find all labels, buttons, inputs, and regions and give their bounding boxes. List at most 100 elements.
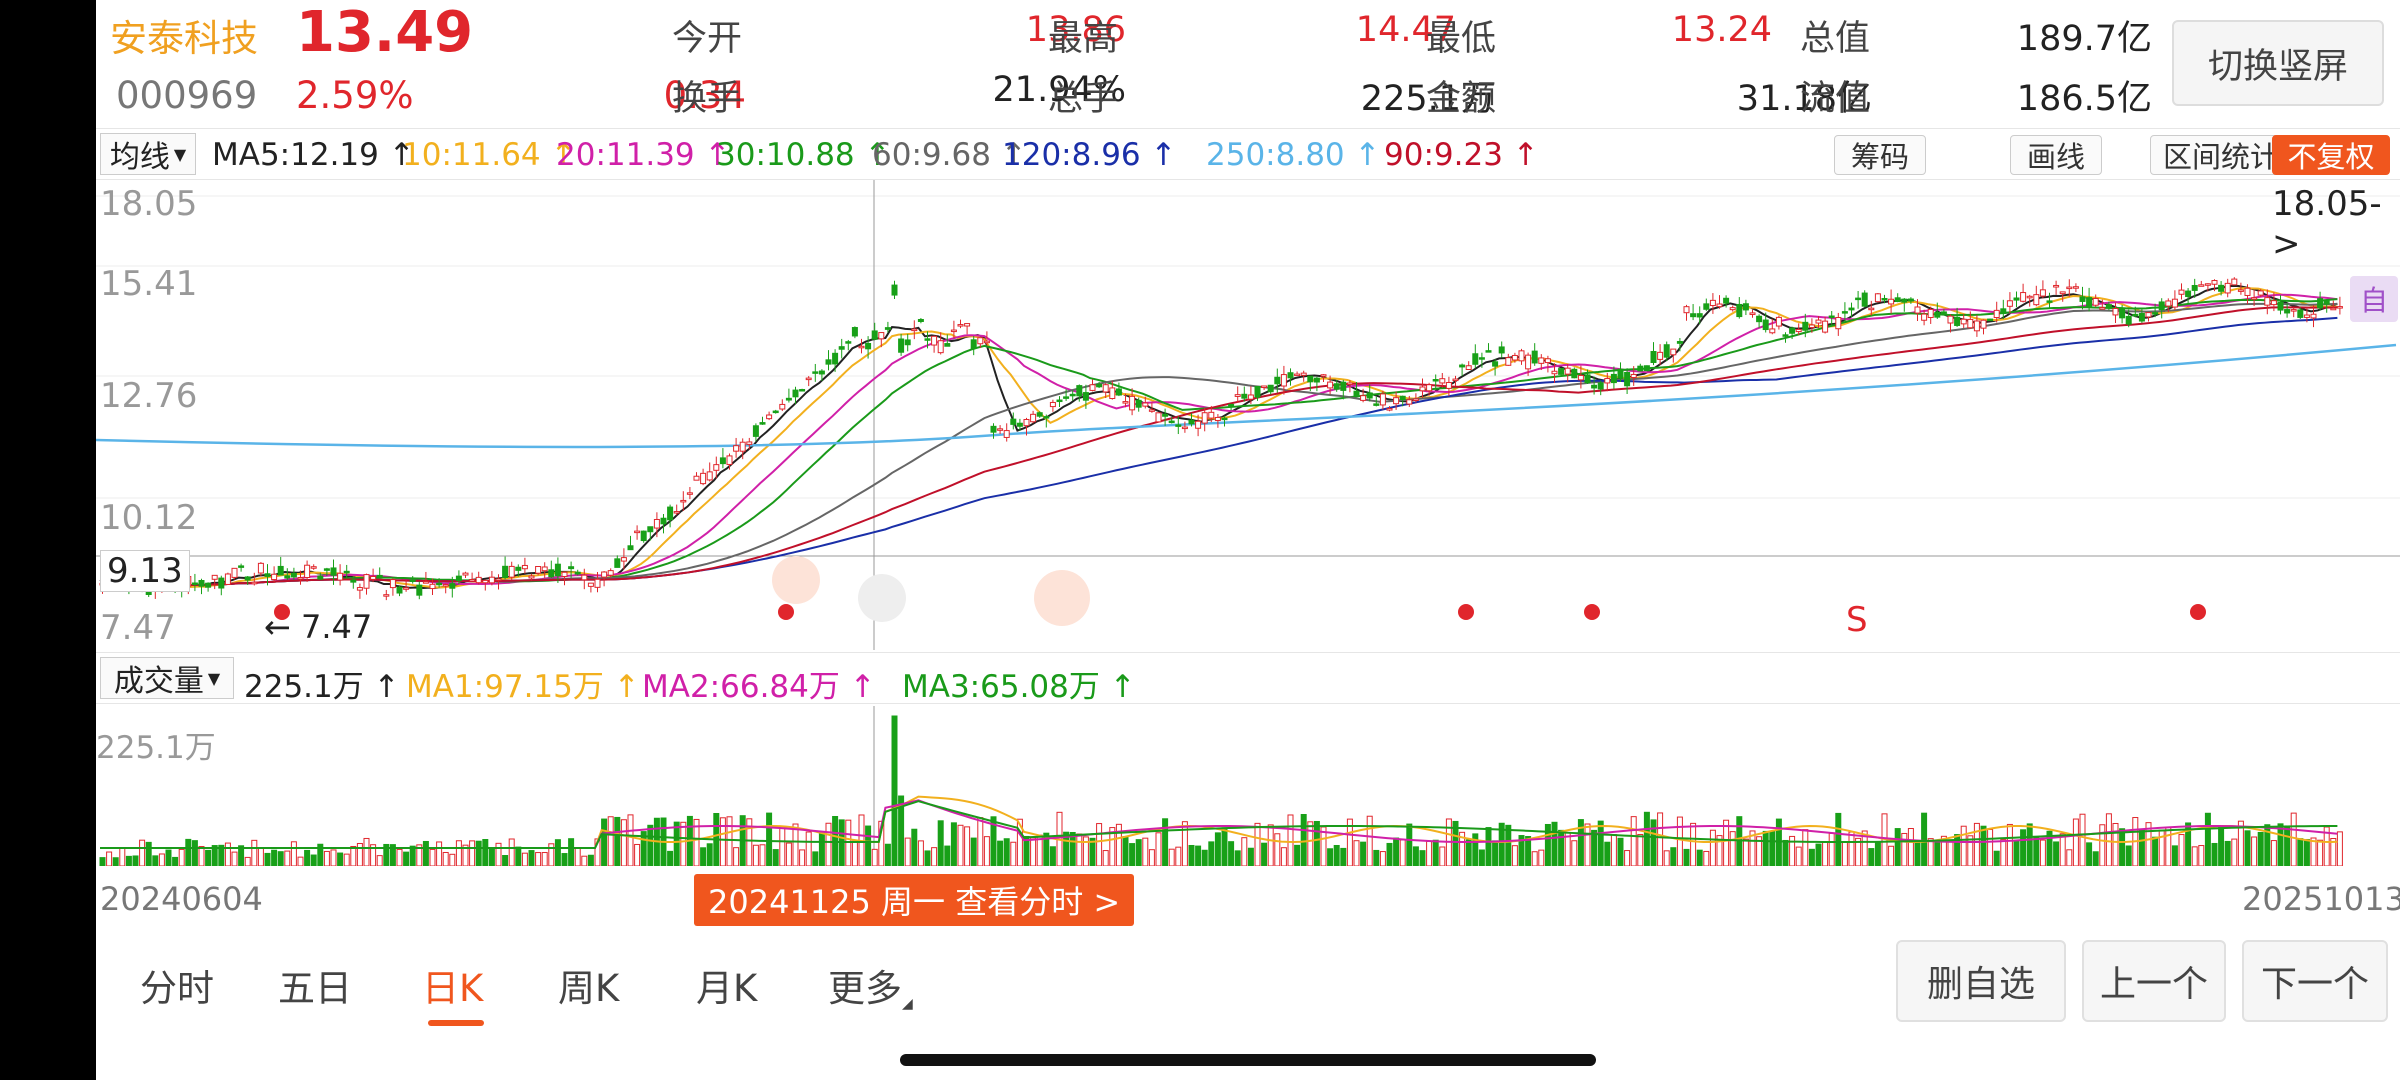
home-indicator[interactable]	[900, 1054, 1596, 1066]
candle-body	[1307, 375, 1314, 383]
candle-body	[2310, 313, 2317, 319]
candle-body	[752, 425, 759, 437]
volume-bar	[845, 819, 852, 867]
candle-body	[785, 397, 792, 401]
candle-body	[2033, 294, 2040, 306]
candle-body	[759, 422, 766, 425]
total-volume-label: 总手	[1048, 79, 1119, 119]
tab-weekly-k[interactable]: 周K	[558, 967, 620, 1010]
volume-bar	[2119, 828, 2126, 867]
candle-body	[1459, 364, 1466, 368]
candle-body	[502, 565, 509, 579]
volume-type-select[interactable]: 成交量 ▼	[100, 657, 234, 699]
volume-bar	[132, 855, 139, 867]
volume-bar	[231, 851, 238, 867]
volume-bar	[178, 848, 185, 867]
candle-body	[983, 340, 990, 344]
volume-bar	[561, 853, 568, 867]
candle-body	[739, 441, 746, 452]
range-stats-button[interactable]: 区间统计	[2150, 135, 2292, 175]
volume-bar	[574, 847, 581, 867]
volume-bar	[1148, 849, 1155, 867]
tab-daily-k[interactable]: 日K	[422, 967, 484, 1010]
volume-bar	[515, 846, 522, 867]
candle-body	[799, 389, 806, 392]
remove-watchlist-button[interactable]: 删自选	[1896, 940, 2066, 1022]
volume-bar	[1808, 848, 1815, 867]
volume-bar	[1399, 839, 1406, 867]
candle-body	[1802, 321, 1809, 331]
draw-line-button[interactable]: 画线	[2010, 135, 2102, 175]
volume-bar	[818, 832, 825, 867]
candle-body	[964, 323, 971, 327]
volume-bar	[1267, 824, 1274, 867]
candle-body	[1320, 374, 1327, 377]
tab-five-day[interactable]: 五日	[278, 967, 352, 1010]
candle-body	[2264, 297, 2271, 306]
stock-name: 安泰科技	[110, 17, 258, 60]
volume-bar	[799, 849, 806, 867]
volume-bar	[1973, 822, 1980, 867]
volume-bar	[1485, 827, 1492, 867]
candle-body	[1175, 424, 1182, 427]
volume-bar	[1214, 832, 1221, 867]
self-select-tag[interactable]: 自	[2350, 276, 2398, 322]
candle-body	[1663, 344, 1670, 358]
candle-body	[944, 343, 951, 347]
volume-bar	[911, 828, 918, 867]
tab-monthly-k[interactable]: 月K	[696, 967, 758, 1010]
volume-bar	[158, 853, 165, 867]
volume-bar	[403, 851, 410, 867]
volume-bar	[277, 851, 284, 867]
active-tab-indicator	[428, 1020, 484, 1026]
volume-bar	[1729, 831, 1736, 867]
volume-chart[interactable]: 225.1万	[96, 706, 2400, 867]
candle-body	[1379, 393, 1386, 406]
candle-body	[673, 511, 680, 514]
volume-bar	[1274, 833, 1281, 867]
candle-body	[323, 568, 330, 571]
candle-body	[1439, 378, 1446, 384]
switch-portrait-button[interactable]: 切换竖屏	[2172, 20, 2384, 106]
end-date-label: 20251013	[2242, 880, 2400, 918]
candle-body	[548, 569, 555, 578]
volume-bar	[1637, 833, 1644, 867]
candle-body	[1901, 298, 1908, 303]
candle-body	[2066, 286, 2073, 290]
candle-body	[1142, 402, 1149, 407]
volume-bar	[700, 847, 707, 867]
ma30-line	[99, 298, 2338, 587]
amount-label: 金额	[1426, 79, 1497, 119]
candle-body	[1043, 416, 1050, 419]
chips-button[interactable]: 筹码	[1834, 135, 1926, 175]
kline-chart[interactable]: 18.05 15.41 12.76 10.12 9.13 7.47 18.05-…	[96, 180, 2400, 650]
candle-body	[1907, 298, 1914, 302]
candle-body	[1538, 357, 1545, 364]
candle-body	[218, 577, 225, 589]
no-adjust-button[interactable]: 不复权	[2272, 135, 2390, 175]
volume-bar	[1010, 841, 1017, 867]
low-value: 13.24	[1671, 10, 1772, 50]
tab-intraday[interactable]: 分时	[140, 967, 214, 1010]
ma90-value: 90:9.23 ↑	[1384, 137, 1539, 173]
candle-body	[442, 584, 449, 587]
ma30-value: 30:10.88 ↑	[716, 137, 891, 173]
previous-stock-button[interactable]: 上一个	[2082, 940, 2226, 1022]
view-intraday-tooltip[interactable]: 20241125 周一 查看分时 >	[694, 874, 1135, 926]
candle-body	[898, 338, 905, 353]
volume-bar	[871, 848, 878, 867]
volume-bar	[2218, 826, 2225, 867]
signal-dot	[778, 604, 794, 620]
caret-down-icon: ▼	[207, 668, 221, 688]
stock-code: 000969	[116, 74, 258, 117]
next-stock-button[interactable]: 下一个	[2242, 940, 2388, 1022]
candle-body	[1511, 354, 1518, 361]
volume-bar	[264, 852, 271, 867]
volume-bar	[482, 839, 489, 867]
candle-body	[2013, 297, 2020, 301]
tab-more[interactable]: 更多◢	[828, 958, 913, 1012]
min-price-marker: ← 7.47	[264, 608, 373, 646]
candle-body	[1822, 320, 1829, 333]
candle-body	[1373, 403, 1380, 406]
ma-type-select[interactable]: 均线 ▼	[100, 133, 196, 175]
